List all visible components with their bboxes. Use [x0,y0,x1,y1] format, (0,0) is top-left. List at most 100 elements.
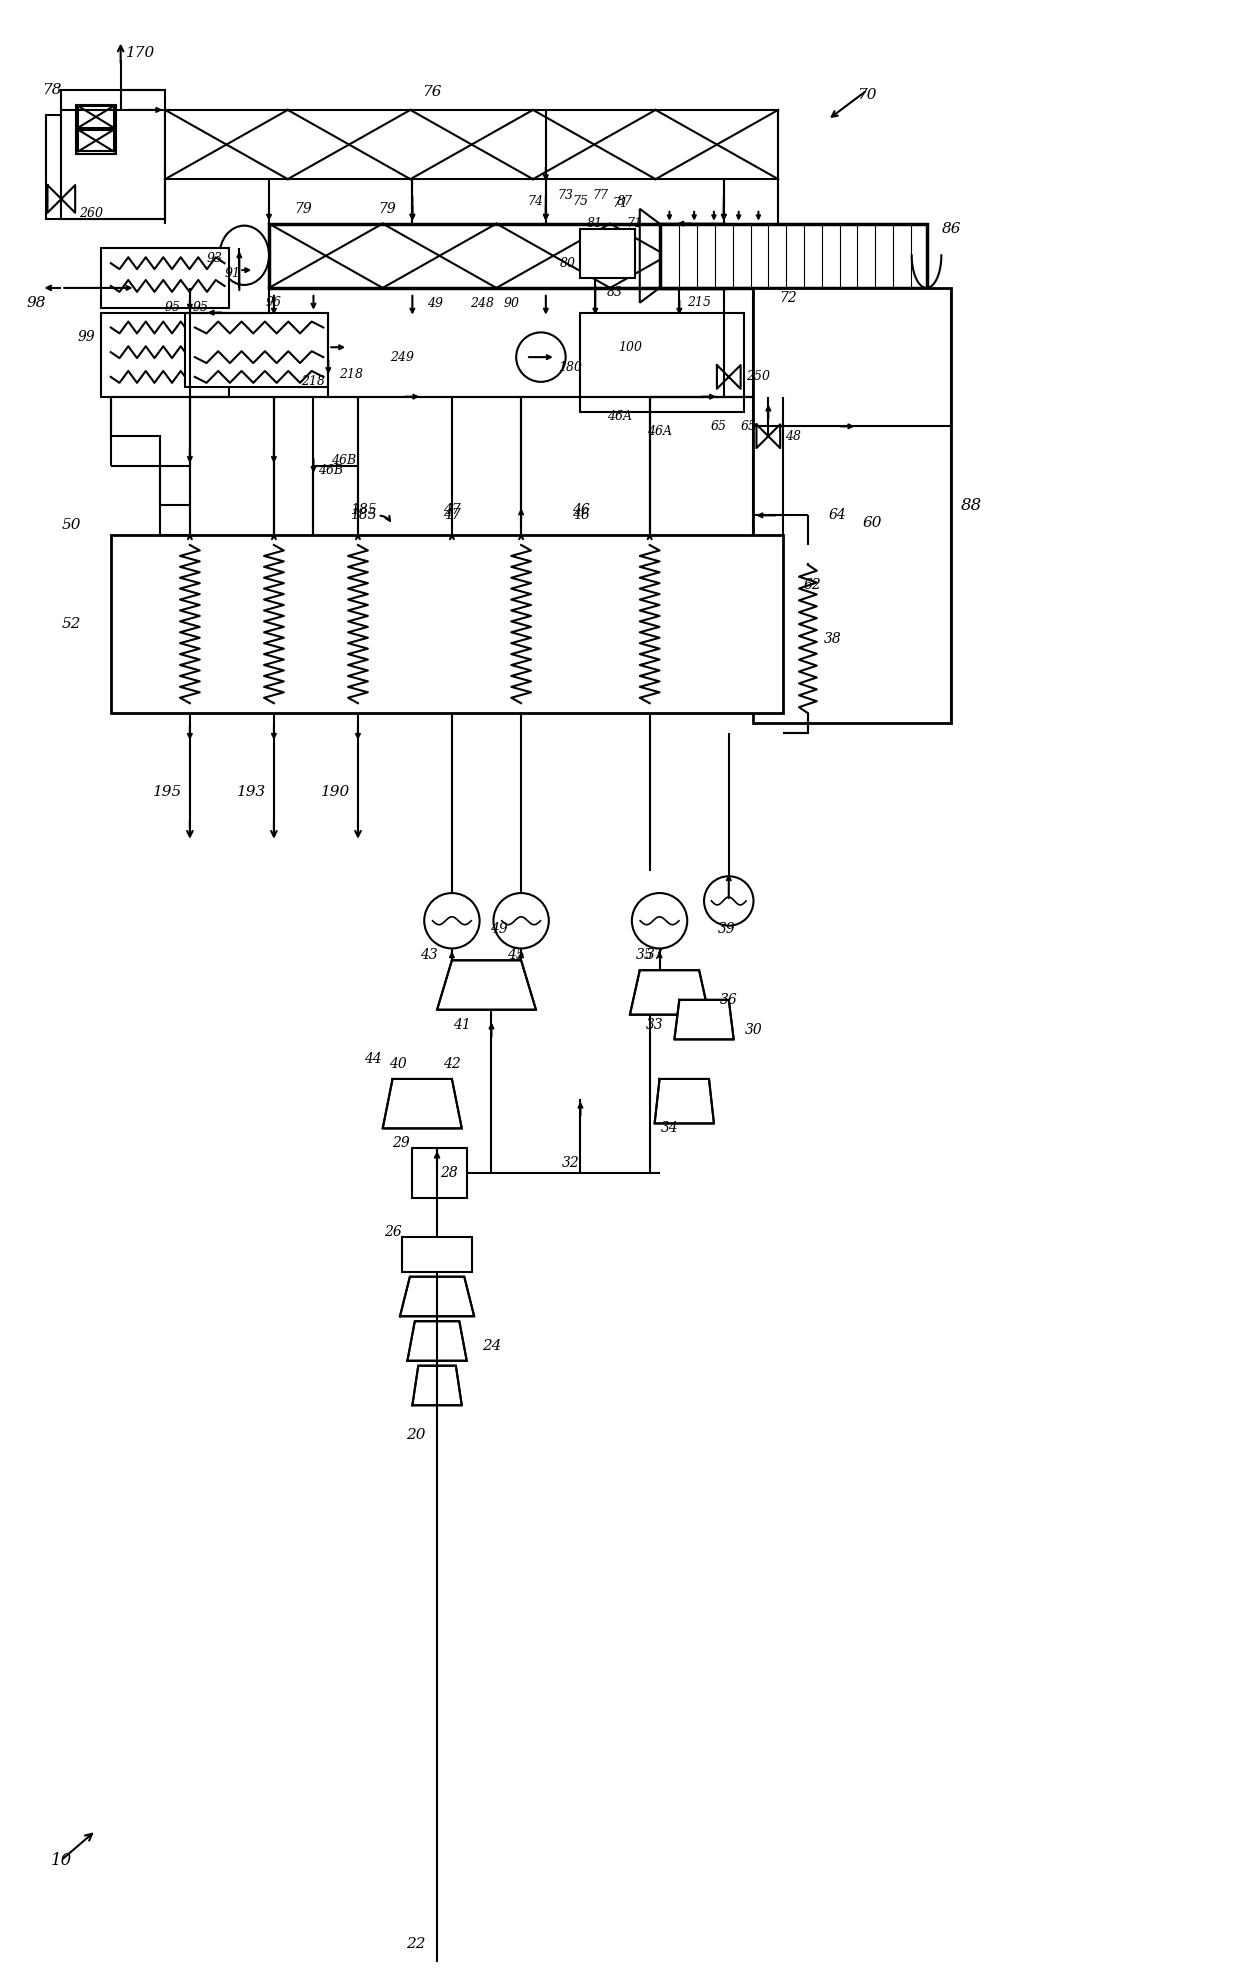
Text: 29: 29 [392,1136,409,1150]
Bar [580,229,635,278]
Text: 33: 33 [646,1018,663,1032]
Bar [110,535,784,712]
Text: 79: 79 [378,201,397,215]
Text: 88: 88 [961,497,982,513]
Text: 49: 49 [491,921,508,935]
Text: 38: 38 [823,631,842,645]
Text: 77: 77 [593,189,609,203]
Text: 185: 185 [350,509,376,523]
Text: 95: 95 [192,302,208,314]
Polygon shape [383,1079,461,1129]
Text: 26: 26 [383,1225,402,1239]
Text: 75: 75 [573,195,589,209]
Text: 93: 93 [207,253,223,264]
Text: 50: 50 [62,519,81,533]
Text: 81: 81 [588,217,604,231]
Text: 249: 249 [391,351,414,363]
Bar [78,130,114,152]
Text: 42: 42 [443,1058,461,1071]
Text: 195: 195 [153,785,182,799]
Text: 46A: 46A [647,424,672,438]
Text: 49: 49 [427,298,443,310]
Circle shape [494,894,549,949]
Circle shape [516,331,565,383]
Text: 52: 52 [62,618,81,631]
Text: 37: 37 [646,949,663,963]
Text: 74: 74 [528,195,544,209]
Text: 70: 70 [857,89,877,103]
Bar [100,312,229,397]
Text: 30: 30 [744,1022,763,1036]
Text: 47: 47 [443,503,461,517]
Text: 248: 248 [470,298,494,310]
Text: 64: 64 [828,509,847,523]
Text: 47: 47 [443,509,461,523]
Polygon shape [675,1000,734,1040]
Text: 48: 48 [785,430,801,442]
Text: 260: 260 [79,207,103,221]
Text: 218: 218 [301,375,325,389]
Ellipse shape [219,225,269,284]
Text: 86: 86 [941,221,961,235]
Text: 32: 32 [562,1156,579,1170]
Circle shape [704,876,754,925]
Text: 20: 20 [407,1428,427,1442]
Text: 46: 46 [572,503,589,517]
Circle shape [424,894,480,949]
Text: 170: 170 [125,45,155,59]
Text: 91: 91 [224,266,241,280]
Text: 34: 34 [661,1121,678,1134]
Text: 71: 71 [613,197,627,211]
Text: 46B: 46B [331,454,356,468]
Text: 36: 36 [720,992,738,1006]
Bar [590,318,675,377]
Polygon shape [413,1365,461,1405]
Text: 180: 180 [558,361,583,373]
Bar [660,223,926,288]
Bar [100,249,229,308]
Text: 90: 90 [503,298,520,310]
Bar [61,91,165,219]
Text: 71: 71 [627,217,642,231]
Text: 65: 65 [740,420,756,432]
Text: 39: 39 [718,921,735,935]
Text: 24: 24 [481,1340,501,1353]
Text: 65: 65 [711,420,727,432]
Text: 46B: 46B [317,464,342,477]
Polygon shape [630,971,709,1014]
Text: 80: 80 [559,256,575,270]
Text: 99: 99 [77,329,95,345]
Text: 22: 22 [405,1937,425,1951]
Text: 10: 10 [51,1851,72,1868]
Text: 60: 60 [862,517,882,531]
Text: 73: 73 [558,189,574,203]
Bar [78,107,114,128]
Text: 190: 190 [321,785,350,799]
Text: 83: 83 [608,286,622,300]
Text: 76: 76 [423,85,441,99]
Text: 45: 45 [507,949,525,963]
Polygon shape [655,1079,714,1123]
Circle shape [632,894,687,949]
Text: 46A: 46A [608,410,632,422]
Text: 44: 44 [363,1052,382,1065]
Text: 40: 40 [388,1058,407,1071]
Text: 72: 72 [779,290,797,304]
Polygon shape [436,961,536,1010]
Text: 185: 185 [350,503,376,517]
Bar [76,105,115,154]
Text: 95: 95 [165,302,181,314]
Bar [580,312,744,412]
Text: 78: 78 [42,83,61,97]
Text: 193: 193 [237,785,265,799]
Text: 100: 100 [618,341,642,353]
Text: 43: 43 [420,949,438,963]
Bar [754,288,951,722]
Text: 96: 96 [265,296,281,310]
Polygon shape [401,1277,474,1316]
Text: 98: 98 [27,296,46,310]
Bar [403,1237,471,1273]
Bar [165,110,779,180]
Text: 218: 218 [339,369,363,381]
Text: 62: 62 [804,578,822,592]
